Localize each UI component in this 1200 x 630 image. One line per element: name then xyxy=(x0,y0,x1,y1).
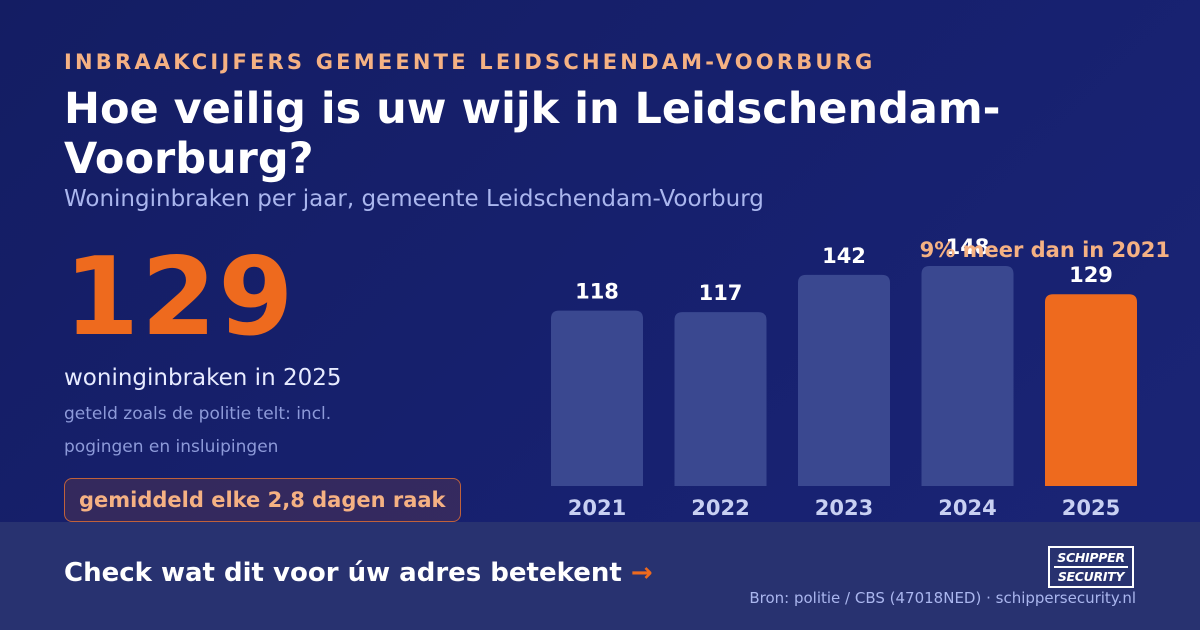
bar-chart-svg: 118 2021 117 2022 142 2023 148 2024 129 2025 xyxy=(551,235,1137,520)
cta-link[interactable]: Check wat dit voor úw adres betekent → xyxy=(64,558,653,588)
page-title: Hoe veilig is uw wijk in Leidschendam-Vo… xyxy=(64,84,1001,184)
highlight-caption: woninginbraken in 2025 xyxy=(64,365,342,391)
cta-text[interactable]: Check wat dit voor úw adres betekent xyxy=(64,558,622,588)
value-label-2022: 117 xyxy=(699,281,743,305)
bar-chart: 118 2021 117 2022 142 2023 148 2024 129 2025 9% m… xyxy=(530,220,1170,522)
category-label-2025: 2025 xyxy=(1062,496,1120,520)
source-text: Bron: politie / CBS (47018NED) · schippe… xyxy=(749,589,1136,607)
bar-2022 xyxy=(674,312,767,486)
bar-2025 xyxy=(1045,294,1137,486)
logo-line-2: SECURITY xyxy=(1057,569,1125,584)
category-label-2024: 2024 xyxy=(938,496,996,520)
bar-2024 xyxy=(921,266,1014,486)
value-label-2023: 142 xyxy=(822,244,866,268)
logo-line-1: SCHIPPER xyxy=(1057,550,1125,565)
footer: Check wat dit voor úw adres betekent → S… xyxy=(0,522,1200,630)
subtitle: Woninginbraken per jaar, gemeente Leidsc… xyxy=(64,186,764,212)
value-label-2025: 129 xyxy=(1069,263,1113,287)
category-label-2021: 2021 xyxy=(568,496,626,520)
logo-divider xyxy=(1054,566,1128,568)
eyebrow: INBRAAKCIJFERS GEMEENTE LEIDSCHENDAM-VOO… xyxy=(64,50,876,74)
category-label-2023: 2023 xyxy=(815,496,873,520)
frequency-badge: gemiddeld elke 2,8 dagen raak xyxy=(64,478,461,522)
bar-2021 xyxy=(551,310,643,486)
arrow-right-icon[interactable]: → xyxy=(630,558,653,588)
highlight-value: 129 xyxy=(64,235,296,360)
value-label-2024: 148 xyxy=(946,235,990,259)
value-label-2021: 118 xyxy=(575,280,619,304)
bar-2023 xyxy=(798,274,890,486)
chart-note: 9% meer dan in 2021 xyxy=(919,238,1170,262)
highlight-note: geteld zoals de politie telt: incl. pogi… xyxy=(64,404,332,457)
logo: SCHIPPER SECURITY xyxy=(1048,546,1134,588)
category-label-2022: 2022 xyxy=(691,496,749,520)
